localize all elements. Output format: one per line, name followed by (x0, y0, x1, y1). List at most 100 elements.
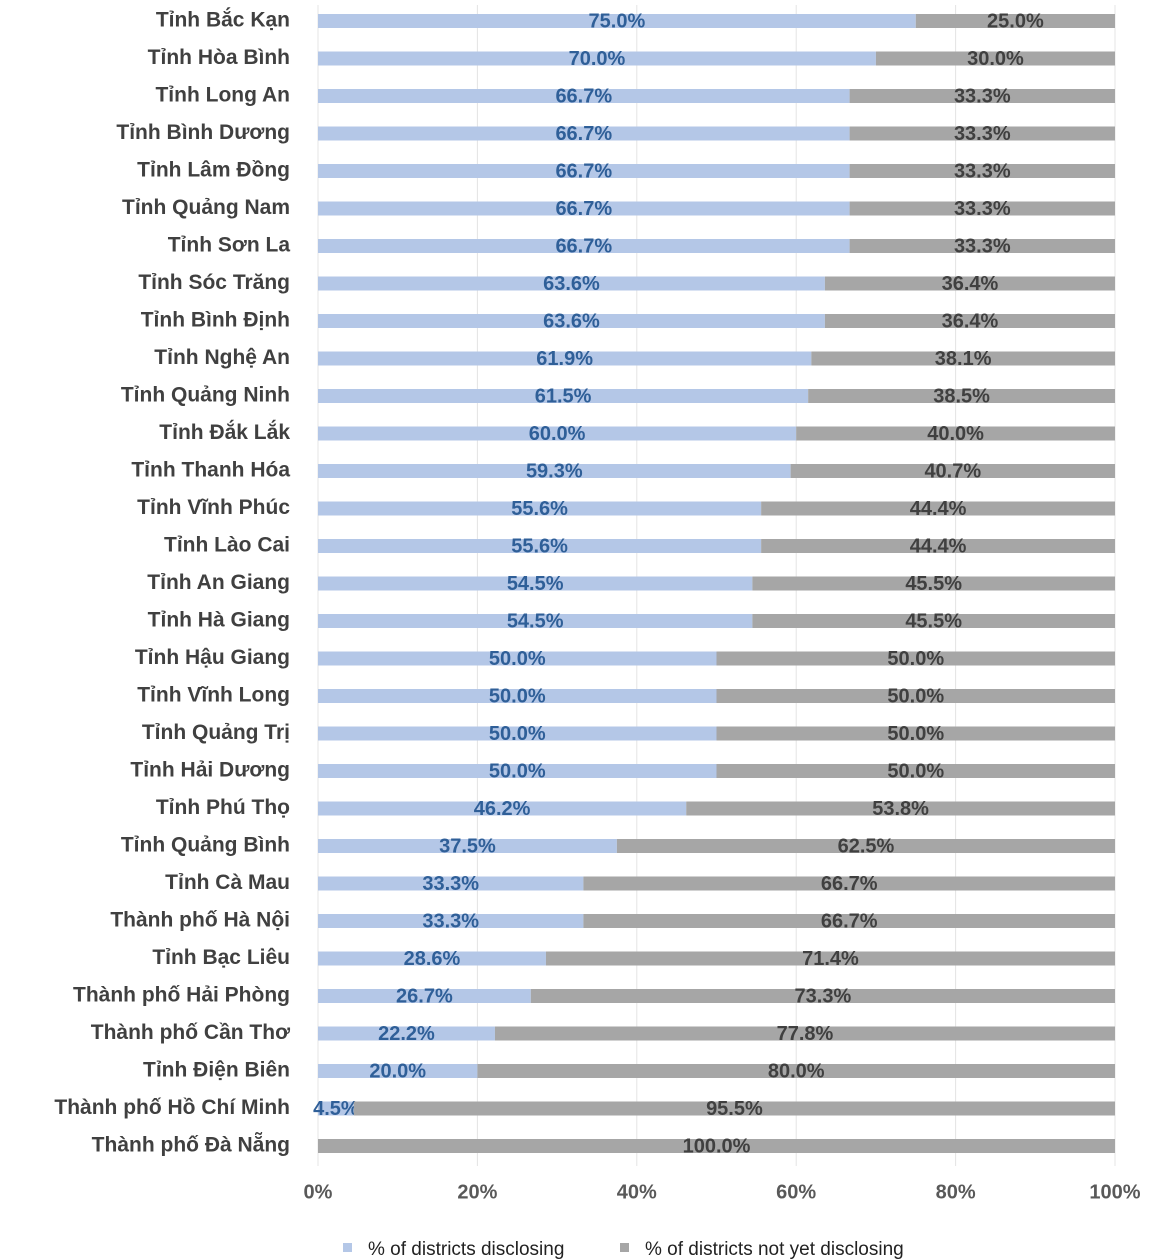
data-label: 50.0% (887, 648, 944, 670)
bar-segment (318, 501, 762, 516)
category-label: Tỉnh Bình Dương (116, 121, 290, 144)
bar-segment (318, 1101, 354, 1116)
bar-segment (545, 951, 1115, 966)
bar-segment (318, 1026, 495, 1041)
bar-segment (318, 726, 717, 741)
bar-segment (583, 876, 1115, 891)
bar-segment (790, 464, 1115, 478)
data-label: 38.5% (933, 385, 990, 407)
data-label: 66.7% (821, 873, 878, 895)
data-label: 50.0% (887, 760, 944, 782)
bar-segment (318, 651, 717, 666)
x-tick-label: 100% (1089, 1181, 1140, 1203)
category-label: Tỉnh Lâm Đồng (137, 159, 290, 182)
data-label: 20.0% (369, 1060, 426, 1082)
x-tick-label: 40% (617, 1181, 657, 1203)
bar-segment (318, 839, 617, 853)
data-label: 44.4% (910, 535, 967, 557)
category-label: Tỉnh Phú Thọ (156, 796, 290, 819)
data-label: 28.6% (404, 948, 461, 970)
data-label: 95.5% (706, 1098, 763, 1120)
data-label: 50.0% (887, 685, 944, 707)
data-label: 50.0% (489, 685, 546, 707)
data-label: 33.3% (954, 160, 1011, 182)
data-label: 46.2% (474, 798, 531, 820)
bar-segment (318, 689, 717, 703)
legend-swatch (343, 1243, 352, 1252)
bar-segment (318, 89, 850, 103)
bar-segment (318, 51, 876, 66)
data-label: 50.0% (489, 723, 546, 745)
data-label: 36.4% (942, 273, 999, 295)
category-label: Tỉnh Quảng Nam (122, 196, 290, 219)
bar-segment (752, 576, 1115, 591)
data-label: 71.4% (802, 948, 859, 970)
x-tick-label: 0% (304, 1181, 333, 1203)
category-label: Tỉnh An Giang (147, 571, 290, 594)
bar-segment (716, 764, 1115, 778)
data-label: 33.3% (954, 235, 1011, 257)
bar-segment (494, 1026, 1116, 1041)
bar-segment (318, 1064, 478, 1078)
category-label: Tỉnh Sóc Trăng (138, 271, 290, 294)
data-label: 75.0% (589, 10, 646, 32)
bar-segment (849, 89, 1115, 103)
data-label: 80.0% (768, 1060, 825, 1082)
bar-segment (796, 426, 1115, 441)
category-label: Tỉnh Hòa Bình (148, 46, 290, 69)
x-tick-label: 80% (936, 1181, 976, 1203)
legend-label: % of districts disclosing (368, 1239, 564, 1260)
category-label: Tỉnh Long An (155, 84, 290, 107)
category-label: Tỉnh Cà Mau (165, 871, 290, 894)
data-label: 66.7% (555, 235, 612, 257)
data-label: 63.6% (543, 273, 600, 295)
bar-segment (318, 1139, 1115, 1153)
category-label: Tỉnh Hải Dương (130, 759, 290, 782)
data-label: 33.3% (422, 873, 479, 895)
data-label: 50.0% (887, 723, 944, 745)
bar-segment (808, 389, 1115, 403)
category-label: Tỉnh Bạc Liêu (152, 946, 290, 969)
data-label: 66.7% (555, 123, 612, 145)
bar-segment (318, 951, 546, 966)
data-label: 33.3% (422, 910, 479, 932)
bar-segment (477, 1064, 1115, 1078)
bar-segment (318, 201, 850, 216)
category-label: Thành phố Hải Phòng (73, 984, 290, 1007)
bar-segment (318, 801, 687, 816)
data-label: 61.9% (536, 348, 593, 370)
category-label: Tỉnh Vĩnh Long (137, 684, 290, 707)
data-label: 36.4% (942, 310, 999, 332)
category-label: Thành phố Cần Thơ (91, 1021, 290, 1044)
category-label: Tỉnh Vĩnh Phúc (137, 496, 290, 519)
data-label: 30.0% (967, 48, 1024, 70)
data-label: 63.6% (543, 310, 600, 332)
data-label: 38.1% (935, 348, 992, 370)
category-label: Tỉnh Hậu Giang (135, 646, 290, 669)
bar-segment (318, 164, 850, 178)
data-label: 55.6% (511, 535, 568, 557)
bar-segment (318, 876, 584, 891)
bar-segment (318, 539, 762, 553)
bar-segment (318, 14, 916, 28)
data-label: 45.5% (905, 610, 962, 632)
data-label: 4.5% (313, 1098, 359, 1120)
data-label: 44.4% (910, 498, 967, 520)
data-label: 54.5% (507, 610, 564, 632)
data-label: 53.8% (872, 798, 929, 820)
bar-segment (318, 314, 825, 328)
bar-segment (318, 764, 717, 778)
data-label: 22.2% (378, 1023, 435, 1045)
category-label: Tỉnh Quảng Ninh (121, 384, 290, 407)
bar-segment (686, 801, 1115, 816)
bar-segment (752, 614, 1115, 628)
data-label: 26.7% (396, 985, 453, 1007)
bar-segment (824, 276, 1115, 291)
legend-label: % of districts not yet disclosing (645, 1239, 904, 1260)
bar-segment (716, 651, 1115, 666)
bar-segment (761, 501, 1115, 516)
category-label: Tỉnh Hà Giang (148, 609, 290, 632)
data-label: 40.7% (924, 460, 981, 482)
category-label: Thành phố Đà Nẵng (92, 1133, 290, 1157)
